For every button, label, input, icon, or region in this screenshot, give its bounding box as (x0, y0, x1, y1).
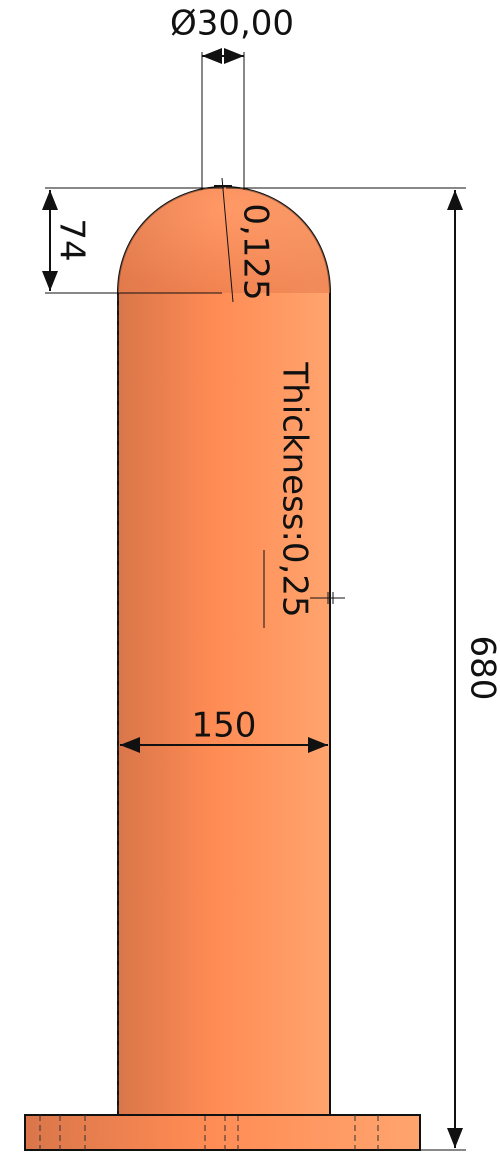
dome-height-label: 74 (52, 218, 92, 261)
page: {"dimensions": {"diameter": "Ø30,00", "d… (0, 0, 500, 1154)
radius-label: 0,125 (236, 203, 276, 300)
height-label: 680 (463, 636, 500, 701)
base-plate (25, 1115, 420, 1150)
drawing: Ø30,00 74 0,125 Thickness:0,25 150 680 (0, 0, 500, 1154)
diameter-label: Ø30,00 (170, 4, 294, 44)
thickness-label: Thickness:0,25 (275, 361, 315, 617)
width-label: 150 (192, 706, 257, 746)
tube-body (118, 187, 330, 1115)
